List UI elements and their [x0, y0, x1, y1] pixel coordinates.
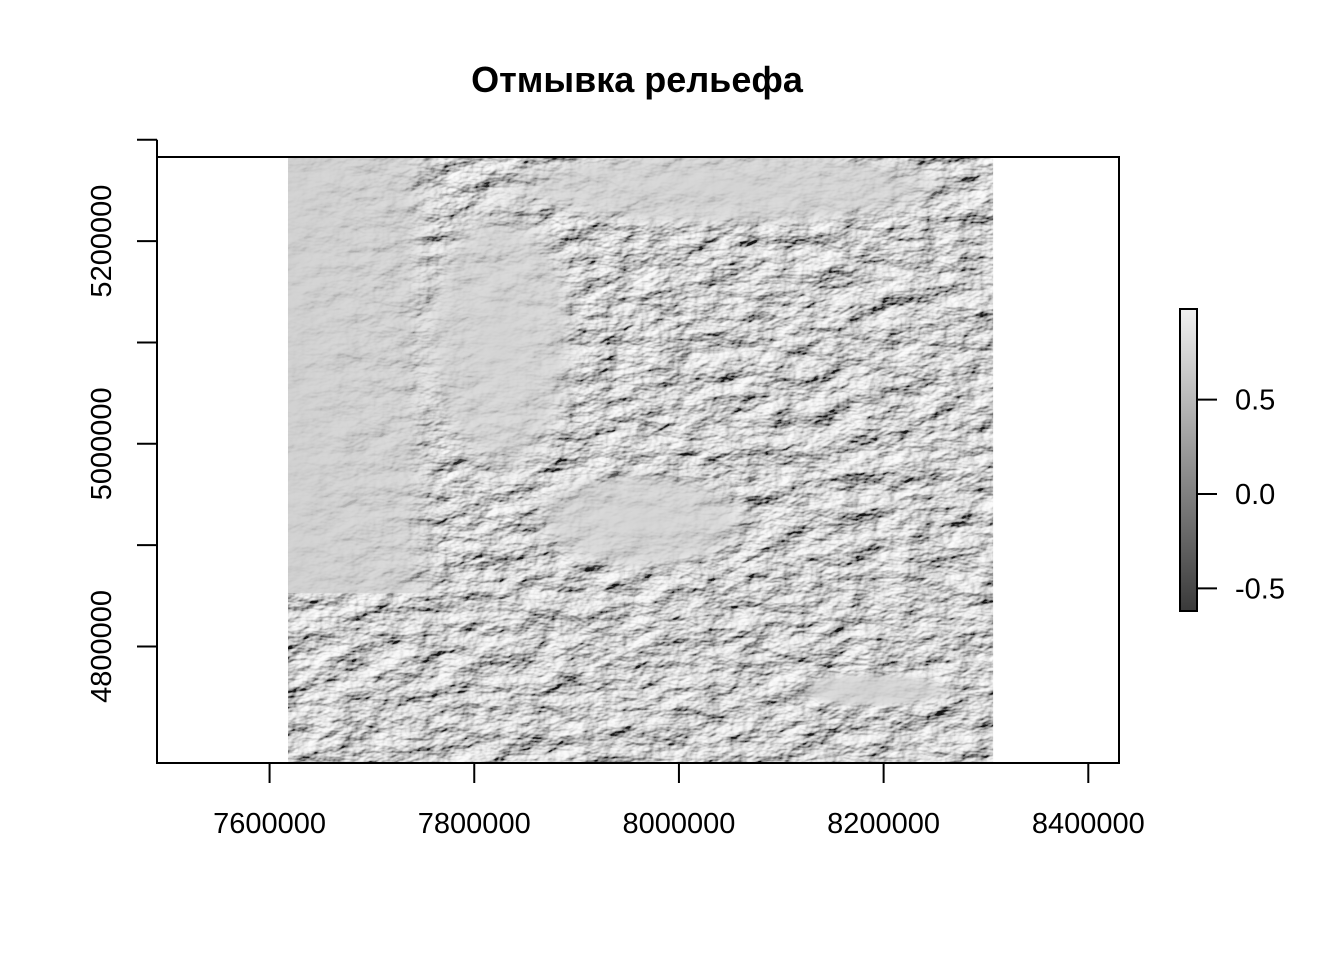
x-tick-label: 8200000	[827, 808, 940, 840]
chart-title: Отмывка рельефа	[471, 59, 804, 100]
y-tick-label: 5000000	[86, 387, 118, 500]
y-tick-label: 5200000	[86, 185, 118, 298]
colorbar-tick-label: 0.0	[1235, 479, 1275, 511]
colorbar-tick-label: 0.5	[1235, 385, 1275, 417]
western-plain	[287, 157, 444, 594]
southern-valley	[788, 672, 958, 709]
x-tick-label: 7800000	[418, 808, 531, 840]
hillshade-raster	[287, 157, 994, 763]
x-tick-label: 7600000	[213, 808, 326, 840]
central-basin	[520, 466, 761, 576]
y-axis: 4800000 5000000 5200000	[86, 138, 158, 703]
northern-plain	[478, 157, 972, 230]
x-tick-label: 8000000	[622, 808, 735, 840]
x-axis: 7600000 7800000 8000000 8200000 8400000	[213, 762, 1145, 840]
flat-areas	[287, 157, 972, 709]
y-tick-label: 4800000	[86, 590, 118, 703]
western-upland	[414, 187, 585, 491]
colorbar-legend: -0.5 0.0 0.5	[1179, 308, 1285, 612]
colorbar-tick-label: -0.5	[1235, 573, 1285, 605]
x-tick-label: 8400000	[1032, 808, 1145, 840]
colorbar-ticks: -0.5 0.0 0.5	[1197, 385, 1285, 605]
colorbar	[1179, 308, 1198, 612]
